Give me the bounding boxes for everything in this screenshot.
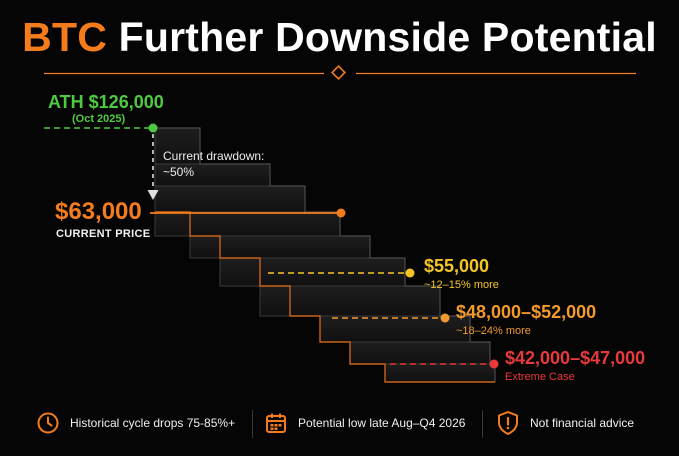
current-marker — [336, 208, 346, 218]
target2-price: $48,000–$52,000 — [456, 302, 597, 322]
current-price: $63,000 — [55, 198, 142, 225]
shield-alert-icon — [498, 411, 518, 435]
current-price-label: CURRENT PRICE — [56, 228, 151, 240]
stair-blocks — [154, 127, 496, 383]
title-accent: BTC — [22, 14, 108, 60]
target3-marker — [489, 359, 499, 369]
ath-date-label: (Oct 2025) — [72, 113, 126, 125]
diamond-icon — [331, 65, 346, 80]
footer-text-low: Potential low late Aug–Q4 2026 — [298, 416, 466, 430]
drawdown-line1: Current drawdown: — [163, 149, 265, 163]
footer-item-cycle: Historical cycle drops 75-85%+ — [36, 408, 235, 438]
target3-note: Extreme Case — [505, 371, 575, 383]
page-title: BTC Further Downside Potential — [0, 14, 679, 61]
staircase-lower-edge — [155, 211, 495, 383]
clock-icon — [37, 412, 59, 434]
title-divider — [44, 72, 636, 75]
drawdown-arrow — [147, 190, 159, 200]
target1-note: ~12–15% more — [424, 279, 499, 291]
footer-item-low: Potential low late Aug–Q4 2026 — [264, 408, 465, 438]
calendar-icon — [266, 413, 286, 433]
ath-marker — [148, 123, 158, 133]
footer-text-disclaimer: Not financial advice — [530, 416, 635, 430]
drawdown-note: Current drawdown: ~50% — [163, 148, 264, 180]
target1-marker — [405, 268, 415, 278]
target1-price: $55,000 — [424, 256, 490, 276]
drawdown-line2: ~50% — [163, 165, 195, 179]
footer-separator — [482, 410, 483, 438]
target2-note: ~18–24% more — [456, 325, 531, 337]
ath-price-label: ATH $126,000 — [48, 92, 164, 112]
target2-marker — [440, 313, 450, 323]
footer-item-disclaimer: Not financial advice — [496, 408, 634, 438]
staircase-top-edge — [155, 127, 496, 382]
target3-price: $42,000–$47,000 — [505, 348, 646, 368]
title-rest: Further Downside Potential — [118, 14, 657, 60]
footer-separator — [252, 410, 253, 438]
staircase-graphic — [44, 123, 499, 383]
footer-text-cycle: Historical cycle drops 75-85%+ — [70, 416, 236, 430]
